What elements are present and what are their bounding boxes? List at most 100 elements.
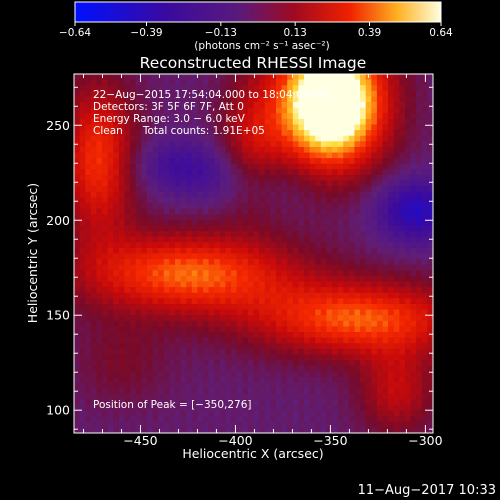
heatmap-cell <box>113 231 120 238</box>
heatmap-cell <box>354 191 361 198</box>
heatmap-cell <box>242 124 249 131</box>
heatmap-cell <box>332 141 339 148</box>
heatmap-cell <box>146 371 154 378</box>
heatmap-cell <box>163 298 170 305</box>
heatmap-cell <box>382 303 389 311</box>
heatmap-cell <box>354 186 361 193</box>
heatmap-cell <box>365 85 372 92</box>
heatmap-cell <box>332 343 339 350</box>
heatmap-cell <box>281 208 288 215</box>
heatmap-cell <box>287 225 294 232</box>
heatmap-cell <box>163 96 170 103</box>
heatmap-cell <box>118 326 125 333</box>
heatmap-cell <box>416 186 423 193</box>
heatmap-cell <box>197 388 204 395</box>
heatmap-cell <box>259 382 266 389</box>
heatmap-cell <box>118 343 125 350</box>
heatmap-cell <box>253 102 260 109</box>
heatmap-cell <box>191 298 198 305</box>
heatmap-cell <box>287 191 294 198</box>
heatmap-cell <box>135 393 142 400</box>
heatmap-cell <box>180 219 187 226</box>
heatmap-cell <box>399 393 406 400</box>
heatmap-cell <box>259 113 266 120</box>
heatmap-cell <box>354 315 361 322</box>
heatmap-cell <box>343 90 350 97</box>
heatmap-cell <box>303 292 311 299</box>
heatmap-cell <box>214 225 221 232</box>
heatmap-cell <box>158 360 165 367</box>
heatmap-cell <box>231 264 238 271</box>
heatmap-cell <box>281 287 288 294</box>
heatmap-cell <box>287 343 294 350</box>
heatmap-cell <box>130 236 137 243</box>
heatmap-cell <box>79 96 86 103</box>
heatmap-cell <box>421 382 428 389</box>
heatmap-cell <box>85 365 92 372</box>
heatmap-cell <box>247 79 254 86</box>
heatmap-cell <box>169 74 176 81</box>
heatmap-cell <box>191 231 198 238</box>
heatmap-cell <box>107 264 114 271</box>
heatmap-cell <box>275 404 283 412</box>
heatmap-cell <box>281 298 288 305</box>
heatmap-cell <box>85 382 92 389</box>
heatmap-cell <box>388 242 395 249</box>
heatmap-cell <box>348 343 355 350</box>
heatmap-cell <box>118 180 125 187</box>
heatmap-cell <box>158 337 165 344</box>
heatmap-cell <box>130 376 137 384</box>
heatmap-cell <box>79 275 86 283</box>
heatmap-cell <box>427 404 433 412</box>
heatmap-cell <box>113 320 120 327</box>
heatmap-cell <box>236 287 243 294</box>
heatmap-cell <box>410 219 417 226</box>
heatmap-cell <box>85 303 92 311</box>
heatmap-cell <box>303 303 311 311</box>
heatmap-cell <box>292 292 299 299</box>
heatmap-cell <box>332 96 339 103</box>
heatmap-cell <box>376 141 384 148</box>
heatmap-cell <box>152 427 159 433</box>
heatmap-cell <box>421 309 428 316</box>
heatmap-cell <box>332 225 339 232</box>
heatmap-cell <box>180 152 187 159</box>
heatmap-cell <box>416 158 423 165</box>
heatmap-cell <box>152 197 159 204</box>
heatmap-cell <box>371 292 378 299</box>
heatmap-cell <box>410 85 417 92</box>
heatmap-cell <box>247 118 254 125</box>
heatmap-cell <box>382 421 389 428</box>
heatmap-cell <box>231 113 238 120</box>
heatmap-cell <box>298 416 305 423</box>
heatmap-cell <box>96 236 103 243</box>
heatmap-cell <box>242 270 249 277</box>
heatmap-cell <box>118 281 125 288</box>
heatmap-cell <box>337 113 344 120</box>
heatmap-cell <box>421 113 428 120</box>
peak-position-label: Position of Peak = [−350,276] <box>93 399 252 411</box>
heatmap-cell <box>135 158 142 165</box>
heatmap-cell <box>85 393 92 400</box>
heatmap-cell <box>292 219 299 226</box>
heatmap-cell <box>399 124 406 131</box>
heatmap-cell <box>174 247 182 254</box>
heatmap-cell <box>343 264 350 271</box>
heatmap-cell <box>225 219 232 226</box>
heatmap-cell <box>236 242 243 249</box>
heatmap-cell <box>343 410 350 417</box>
heatmap-cell <box>365 287 372 294</box>
heatmap-cell <box>399 275 406 283</box>
heatmap-cell <box>270 404 277 412</box>
heatmap-cell <box>348 214 355 221</box>
heatmap-cell <box>281 135 288 142</box>
heatmap-cell <box>135 130 142 137</box>
heatmap-cell <box>236 275 243 283</box>
heatmap-cell <box>292 315 299 322</box>
heatmap-cell <box>96 118 103 125</box>
heatmap-cell <box>404 315 412 322</box>
heatmap-cell <box>79 197 86 204</box>
heatmap-cell <box>225 393 232 400</box>
heatmap-cell <box>236 118 243 125</box>
heatmap-cell <box>320 141 327 148</box>
